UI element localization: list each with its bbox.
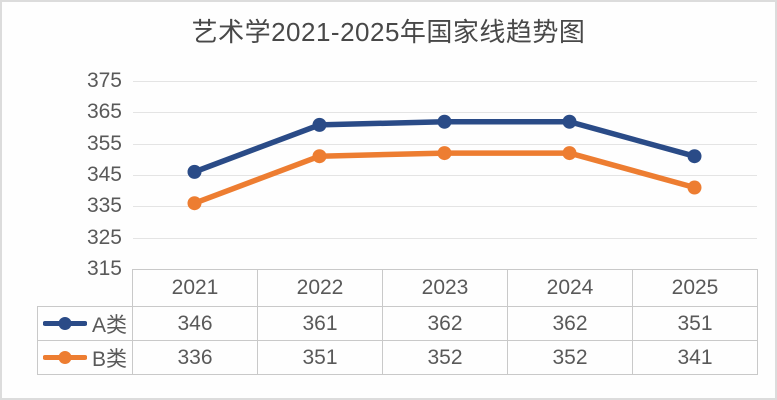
value-cell-B类-2022: 351	[257, 340, 383, 375]
plot-area	[133, 81, 757, 270]
value-cell-A类-2021: 346	[132, 306, 258, 341]
series-line-B类	[191, 150, 698, 206]
year-header-2023: 2023	[382, 269, 508, 307]
year-header-2021: 2021	[132, 269, 258, 307]
value-cell-B类-2023: 352	[382, 340, 508, 375]
gridline-365	[133, 112, 757, 114]
y-axis-tick-label: 375	[86, 69, 122, 92]
gridline-345	[133, 175, 757, 176]
table-corner-blank	[38, 270, 133, 307]
year-header-2022: 2022	[257, 269, 383, 307]
data-point-marker	[687, 180, 702, 195]
legend-label: B类	[91, 347, 127, 371]
data-point-marker	[312, 117, 327, 132]
gridline-325	[133, 237, 757, 239]
value-cell-A类-2022: 361	[257, 306, 383, 341]
gridline-355	[133, 143, 757, 145]
legend-cell-A类: A类	[37, 306, 133, 341]
y-axis-tick-label: 365	[86, 100, 122, 124]
chart-title: 艺术学2021-2025年国家线趋势图	[191, 17, 586, 47]
y-axis-tick-label: 335	[86, 194, 122, 218]
value-cell-B类-2024: 352	[507, 340, 633, 375]
legend-label: A类	[91, 313, 127, 337]
y-axis-tick-label: 315	[86, 257, 122, 280]
y-axis-tick-label: 325	[86, 225, 122, 249]
year-header-2024: 2024	[507, 269, 633, 307]
table-row-B类: B类 336 351 352 352 341	[37, 340, 758, 375]
legend-cell-B类: B类	[37, 340, 133, 375]
data-point-marker	[562, 114, 577, 129]
data-table: 2021 2022 2023 2024 2025 A类 346 361 362 362 351 B类 3…	[37, 269, 758, 375]
data-point-marker	[687, 149, 702, 164]
year-header-2025: 2025	[632, 269, 758, 307]
value-cell-B类-2025: 341	[632, 340, 758, 375]
legend-line-marker-icon	[42, 351, 87, 364]
data-point-marker	[437, 114, 452, 129]
gridline-375	[133, 81, 757, 82]
value-cell-A类-2023: 362	[382, 306, 508, 341]
legend-line-marker-icon	[42, 317, 87, 330]
data-point-marker	[562, 146, 577, 161]
value-cell-B类-2021: 336	[132, 340, 258, 375]
data-point-marker	[187, 164, 202, 179]
data-point-marker	[312, 149, 327, 164]
value-cell-A类-2024: 362	[507, 306, 633, 341]
y-axis-tick-label: 355	[86, 131, 122, 155]
gridline-335	[133, 206, 757, 208]
data-point-marker	[437, 146, 452, 161]
data-point-marker	[187, 196, 202, 211]
line-series-layer	[187, 114, 702, 211]
table-row-A类: A类 346 361 362 362 351	[37, 306, 758, 341]
y-axis-tick-label: 345	[86, 163, 122, 186]
value-cell-A类-2025: 351	[632, 306, 758, 341]
